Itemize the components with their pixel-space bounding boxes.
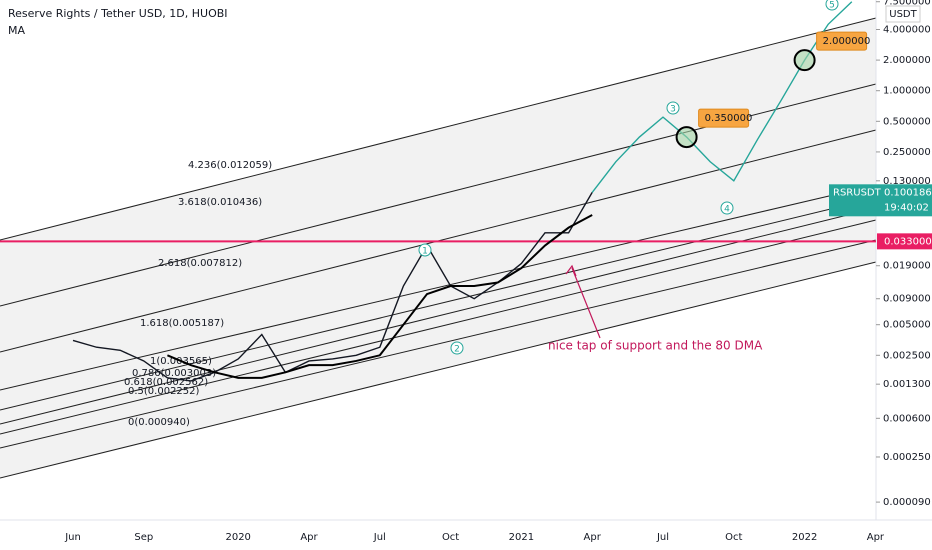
target-label: 0.350000 xyxy=(705,113,753,124)
x-tick-label: 2022 xyxy=(792,532,817,543)
currency: USDT xyxy=(889,9,917,20)
price-name: RSRUSDT xyxy=(833,187,882,198)
y-tick-label: 0.000090 xyxy=(883,497,931,508)
fib-label: 4.236(0.012059) xyxy=(188,160,272,171)
x-tick-label: 2020 xyxy=(225,532,250,543)
wave-label: 2 xyxy=(454,345,460,355)
annotation: nice tap of support and the 80 DMA xyxy=(548,339,763,353)
countdown: 19:40:02 xyxy=(884,202,929,213)
fib-label: 1.618(0.005187) xyxy=(140,318,224,329)
x-tick-label: Apr xyxy=(584,532,602,543)
y-tick-label: 4.000000 xyxy=(883,24,931,35)
y-tick-label: 0.500000 xyxy=(883,116,931,127)
series-line xyxy=(167,214,593,379)
wave-circle xyxy=(720,201,734,215)
wave-label: 5 xyxy=(829,1,835,11)
wave-circle xyxy=(418,243,432,257)
currency-box[interactable] xyxy=(885,5,921,23)
fib-label: 0.5(0.002252) xyxy=(128,386,200,397)
x-tick-label: Oct xyxy=(442,532,459,543)
arrow-head xyxy=(565,264,577,277)
price-tag xyxy=(829,184,932,217)
x-tick-label: Jun xyxy=(64,532,81,543)
series-line xyxy=(72,192,593,382)
y-tick-label: 0.009000 xyxy=(883,294,931,305)
target-circle xyxy=(675,126,698,149)
target-label: 2.000000 xyxy=(823,36,871,47)
target-box xyxy=(816,31,868,51)
annotation-arrow xyxy=(571,267,601,339)
y-tick-label: 0.250000 xyxy=(883,147,931,158)
x-tick-label: Apr xyxy=(300,532,318,543)
wave-circle xyxy=(450,341,464,355)
y-tick-label: 0.000250 xyxy=(883,452,931,463)
wave-circle xyxy=(666,101,680,115)
wave-circle xyxy=(825,0,839,11)
y-tick-label: 0.000600 xyxy=(883,413,931,424)
y-tick-label: 7.500000 xyxy=(883,0,931,8)
fib-label: 0.786(0.003003) xyxy=(132,368,216,379)
fib-label: 0.618(0.002562) xyxy=(124,377,208,388)
y-tick-label: 0.130000 xyxy=(883,176,931,187)
hline-tag xyxy=(877,233,932,250)
fib-label: 2.618(0.007812) xyxy=(158,258,242,269)
price-value: 0.100186 xyxy=(884,187,932,198)
ma-label: MA xyxy=(8,24,25,37)
y-tick-label: 1.000000 xyxy=(883,86,931,97)
y-tick-label: 2.000000 xyxy=(883,55,931,66)
x-tick-label: Sep xyxy=(134,532,153,543)
wave-label: 3 xyxy=(670,105,676,115)
y-tick-label: 0.001300 xyxy=(883,379,931,390)
wave-label: 1 xyxy=(422,247,428,257)
wave-label: 4 xyxy=(724,205,730,215)
channel-shade xyxy=(0,18,876,478)
x-tick-label: Apr xyxy=(867,532,885,543)
x-tick-label: 2021 xyxy=(509,532,534,543)
y-tick-label: 0.002500 xyxy=(883,350,931,361)
fib-label: 0(0.000940) xyxy=(128,417,190,428)
y-tick-label: 0.019000 xyxy=(883,261,931,272)
channel-lines xyxy=(0,17,877,479)
x-tick-label: Jul xyxy=(373,532,386,543)
chart-title: Reserve Rights / Tether USD, 1D, HUOBI xyxy=(8,7,228,20)
target-box xyxy=(698,108,750,128)
x-tick-label: Oct xyxy=(725,532,742,543)
fib-label: 3.618(0.010436) xyxy=(178,197,262,208)
hline-label: 0.033000 xyxy=(884,236,932,247)
target-circle xyxy=(793,49,816,72)
x-tick-label: Jul xyxy=(656,532,669,543)
y-tick-label: 0.005000 xyxy=(883,320,931,331)
